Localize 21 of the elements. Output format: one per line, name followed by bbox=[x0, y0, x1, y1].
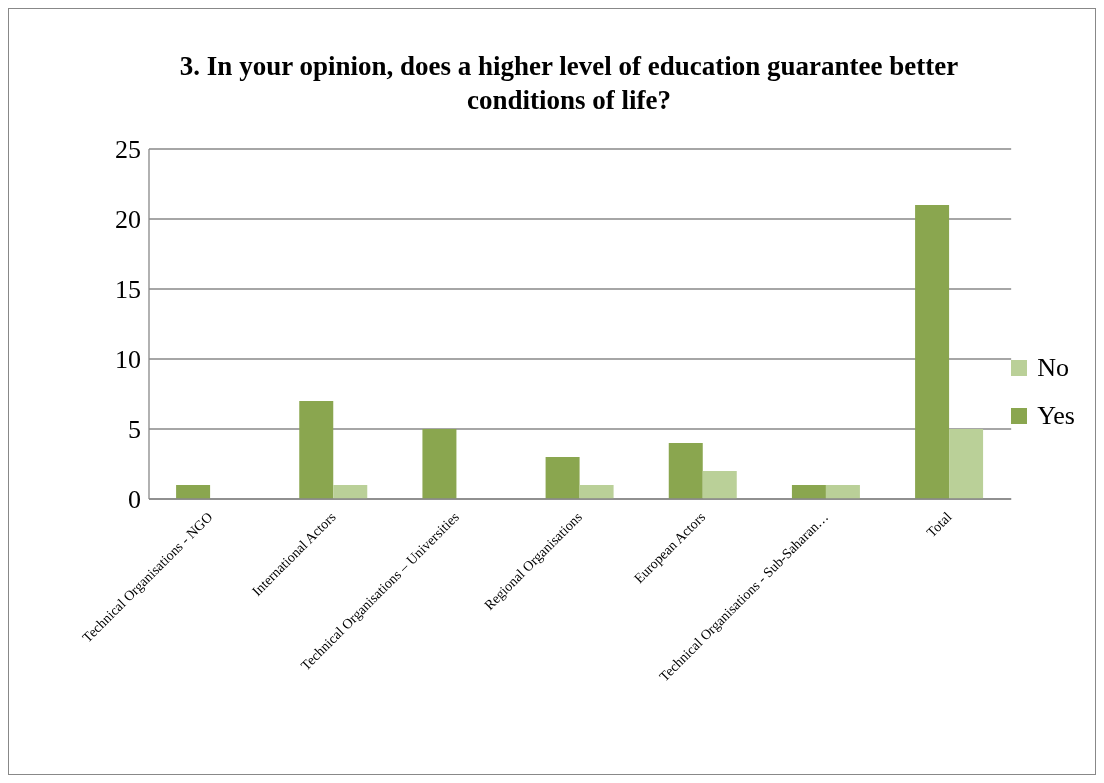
y-tick-label: 25 bbox=[115, 135, 141, 165]
bar bbox=[825, 485, 860, 499]
bar bbox=[333, 485, 368, 499]
bar bbox=[579, 485, 614, 499]
y-tick-label: 0 bbox=[128, 485, 141, 515]
y-tick-label: 5 bbox=[128, 415, 141, 445]
bar bbox=[791, 485, 826, 499]
bar bbox=[545, 457, 580, 499]
chart-title: 3. In your opinion, does a higher level of education guarantee better conditions of life? bbox=[178, 50, 960, 117]
y-tick-label: 20 bbox=[115, 205, 141, 235]
bar bbox=[915, 205, 950, 499]
legend-label: No bbox=[1037, 352, 1069, 383]
bar bbox=[176, 485, 211, 499]
bar bbox=[668, 443, 703, 499]
y-tick-label: 15 bbox=[115, 275, 141, 305]
bar bbox=[422, 429, 457, 499]
bar bbox=[949, 429, 984, 499]
bar bbox=[299, 401, 334, 499]
y-tick-label: 10 bbox=[115, 345, 141, 375]
legend-label: Yes bbox=[1037, 400, 1075, 431]
bar bbox=[702, 471, 737, 499]
